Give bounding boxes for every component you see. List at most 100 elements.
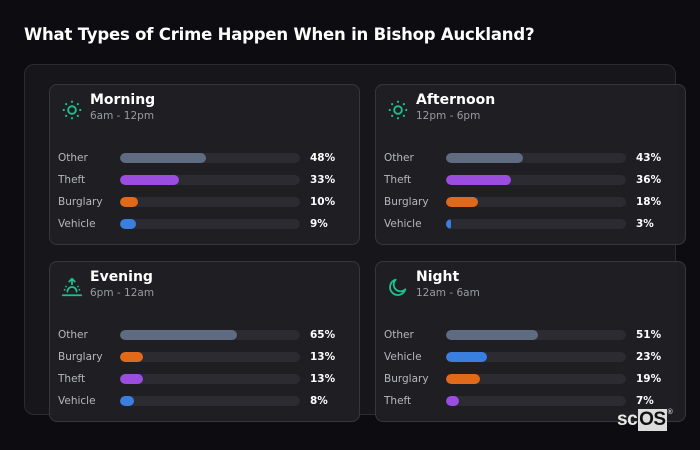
logo-os: OS: [638, 409, 667, 431]
bar-label: Other: [58, 152, 88, 164]
card-title: Evening: [90, 269, 153, 285]
bar-label: Vehicle: [384, 351, 422, 363]
bar-track: [446, 374, 626, 384]
card-night: Night 12am - 6am Other 51% Vehicle 23% Burgl…: [375, 261, 686, 422]
bar-fill: [120, 197, 138, 207]
bar-percent: 13%: [310, 373, 336, 385]
bar-list: Other 51% Vehicle 23% Burglary 19% Theft 7%: [384, 324, 679, 412]
logo-sc: sc: [617, 409, 638, 430]
card-afternoon: Afternoon 12pm - 6pm Other 43% Theft 36% Bur…: [375, 84, 686, 245]
bar-track: [446, 219, 626, 229]
bar-label: Other: [58, 329, 88, 341]
bar-row-other: Other 65%: [58, 324, 353, 346]
bar-label: Burglary: [58, 351, 103, 363]
bar-percent: 43%: [636, 152, 662, 164]
bar-percent: 36%: [636, 174, 662, 186]
bar-percent: 65%: [310, 329, 336, 341]
bar-row-theft: Theft 13%: [58, 368, 353, 390]
bar-row-other: Other 51%: [384, 324, 679, 346]
card-evening: Evening 6pm - 12am Other 65% Burglary 13% Th…: [49, 261, 360, 422]
bar-percent: 10%: [310, 196, 336, 208]
card-morning: Morning 6am - 12pm Other 48% Theft 33% Burgl…: [49, 84, 360, 245]
bar-fill: [120, 219, 137, 229]
bar-row-theft: Theft 33%: [58, 169, 353, 191]
card-title: Afternoon: [416, 92, 496, 108]
bar-row-burglary: Burglary 19%: [384, 368, 679, 390]
bar-label: Theft: [384, 174, 412, 186]
bar-row-vehicle: Vehicle 3%: [384, 213, 679, 235]
bar-track: [120, 175, 300, 185]
sunset-icon: [61, 277, 83, 297]
bar-track: [120, 374, 300, 384]
bar-label: Theft: [58, 174, 86, 186]
bar-row-vehicle: Vehicle 9%: [58, 213, 353, 235]
sun-icon: [388, 100, 408, 120]
bar-label: Vehicle: [58, 218, 96, 230]
card-subtitle: 6am - 12pm: [90, 110, 155, 122]
bar-row-other: Other 43%: [384, 147, 679, 169]
bar-track: [120, 197, 300, 207]
bar-percent: 3%: [636, 218, 654, 230]
bar-row-theft: Theft 7%: [384, 390, 679, 412]
card-title: Morning: [90, 92, 156, 108]
bar-track: [446, 396, 626, 406]
card-subtitle: 12pm - 6pm: [416, 110, 481, 122]
bar-row-vehicle: Vehicle 8%: [58, 390, 353, 412]
bar-fill: [446, 153, 524, 163]
bar-fill: [120, 153, 207, 163]
bar-row-burglary: Burglary 13%: [58, 346, 353, 368]
moon-icon: [389, 278, 407, 296]
bar-track: [120, 219, 300, 229]
bar-track: [120, 330, 300, 340]
bar-track: [446, 153, 626, 163]
card-subtitle: 6pm - 12am: [90, 287, 155, 299]
bar-percent: 19%: [636, 373, 662, 385]
bar-fill: [446, 374, 481, 384]
bar-row-theft: Theft 36%: [384, 169, 679, 191]
scos-logo: sc OS ®: [617, 409, 673, 431]
bar-fill: [446, 330, 538, 340]
bar-percent: 18%: [636, 196, 662, 208]
bar-label: Other: [384, 152, 414, 164]
bar-label: Theft: [384, 395, 412, 407]
bar-percent: 48%: [310, 152, 336, 164]
bar-label: Burglary: [384, 196, 429, 208]
bar-list: Other 48% Theft 33% Burglary 10% Vehicle 9%: [58, 147, 353, 235]
bar-percent: 51%: [636, 329, 662, 341]
card-title: Night: [416, 269, 460, 285]
bar-percent: 33%: [310, 174, 336, 186]
bar-track: [120, 396, 300, 406]
bar-row-burglary: Burglary 10%: [58, 191, 353, 213]
bar-fill: [446, 175, 511, 185]
bar-label: Burglary: [384, 373, 429, 385]
bar-row-other: Other 48%: [58, 147, 353, 169]
bar-percent: 7%: [636, 395, 654, 407]
sun-icon: [62, 100, 82, 120]
bar-fill: [120, 175, 180, 185]
bar-percent: 13%: [310, 351, 336, 363]
bar-percent: 23%: [636, 351, 662, 363]
bar-label: Vehicle: [384, 218, 422, 230]
bar-track: [120, 352, 300, 362]
bar-label: Theft: [58, 373, 86, 385]
bar-fill: [446, 352, 488, 362]
bar-fill: [120, 352, 144, 362]
bar-label: Vehicle: [58, 395, 96, 407]
bar-track: [120, 153, 300, 163]
page-title: What Types of Crime Happen When in Bisho…: [24, 25, 535, 44]
bar-track: [446, 330, 626, 340]
bar-fill: [120, 374, 144, 384]
logo-registered: ®: [667, 409, 673, 416]
bar-track: [446, 175, 626, 185]
bar-row-vehicle: Vehicle 23%: [384, 346, 679, 368]
bar-row-burglary: Burglary 18%: [384, 191, 679, 213]
bar-fill: [120, 396, 135, 406]
bar-fill: [446, 396, 459, 406]
bar-label: Burglary: [58, 196, 103, 208]
bar-fill: [446, 197, 479, 207]
bar-track: [446, 352, 626, 362]
bar-list: Other 43% Theft 36% Burglary 18% Vehicle 3%: [384, 147, 679, 235]
bar-fill: [120, 330, 237, 340]
bar-fill: [446, 219, 452, 229]
